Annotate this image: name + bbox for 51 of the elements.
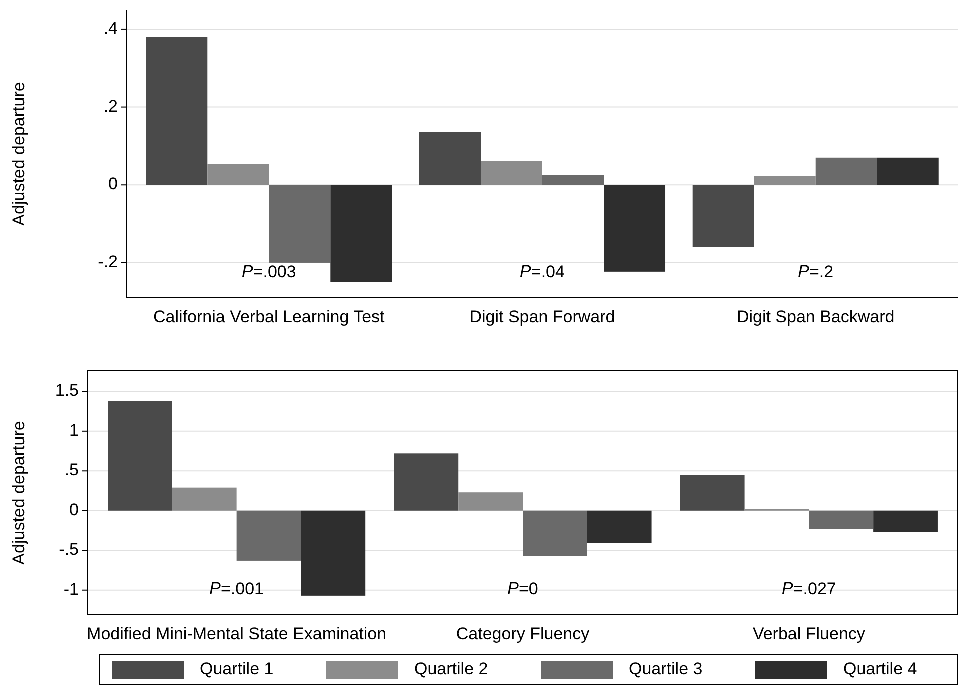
y-tick-label: -.2 [98,252,118,272]
bar [523,510,588,556]
bar [301,510,366,596]
bar [816,158,878,186]
y-tick-label: 0 [108,174,118,194]
legend-label: Quartile 2 [414,659,488,678]
bar [108,401,172,511]
bar [680,475,745,511]
annotation: P=.04 [520,262,565,282]
y-tick-label: 1 [70,420,79,440]
x-tick-label: Modified Mini-Mental State Examination [87,624,387,644]
legend-label: Quartile 3 [629,659,703,678]
y-tick-label: 1.5 [55,381,79,400]
y-axis-title: Adjusted departure [9,421,28,565]
bar [458,492,523,511]
bar [146,37,208,186]
y-tick-label: 0 [70,500,79,520]
y-tick-label: .5 [64,460,79,480]
legend-label: Quartile 1 [200,659,274,678]
bar [587,510,652,544]
legend-label: Quartile 4 [844,659,918,678]
bar [330,185,392,282]
annotation: P=.027 [782,579,836,598]
bar [480,161,542,186]
x-tick-label: Digit Span Backward [736,307,895,326]
bar [172,488,237,511]
x-tick-label: Verbal Fluency [752,624,866,644]
bar [877,158,939,186]
bar [754,176,816,186]
y-tick-label: .4 [104,18,118,38]
y-tick-label: -1 [64,580,79,599]
bar [604,185,666,272]
x-tick-label: Category Fluency [456,624,590,644]
bar [542,175,604,186]
x-tick-label: California Verbal Learning Test [154,307,386,326]
bar [874,510,938,532]
y-tick-label: .2 [104,96,118,116]
bar [809,510,874,530]
annotation: P=.003 [242,262,296,282]
bar [394,454,459,511]
annotation: P=.001 [210,579,264,598]
y-tick-label: -.5 [59,540,79,560]
bar [692,185,754,248]
bar [208,164,270,186]
bar [269,185,331,263]
bar [236,510,302,561]
annotation: P=.2 [798,262,834,282]
y-axis-title: Adjusted departure [9,82,28,226]
x-tick-label: Digit Span Forward [470,307,616,326]
bar [419,132,481,186]
annotation: P=0 [508,579,538,598]
